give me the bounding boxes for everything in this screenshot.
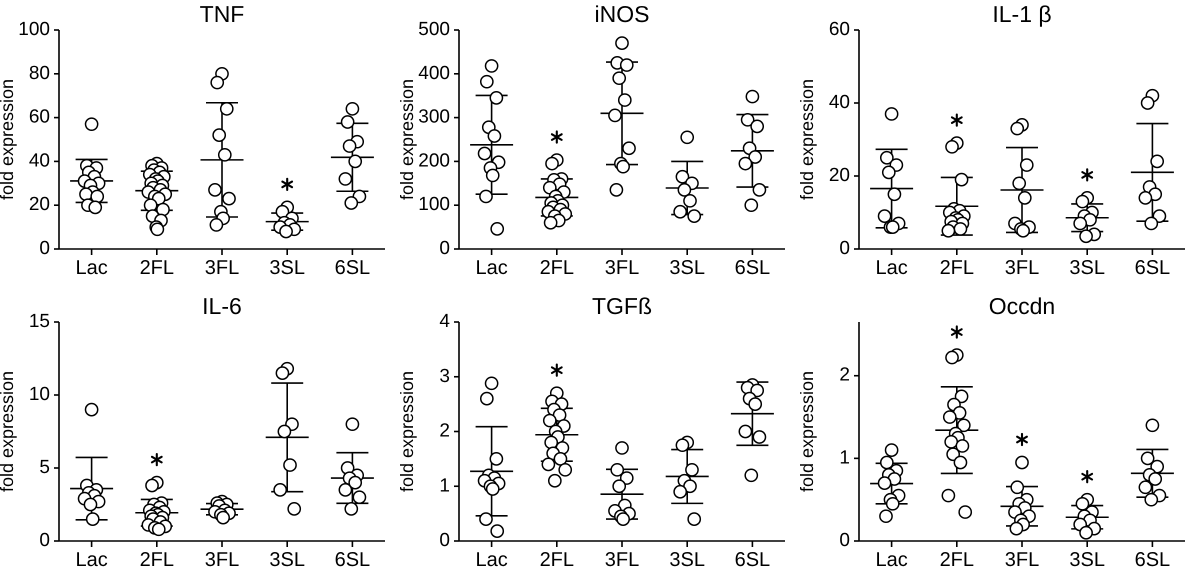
svg-text:3SL: 3SL xyxy=(269,257,305,279)
svg-text:TGFß: TGFß xyxy=(592,293,652,319)
svg-text:2FL: 2FL xyxy=(140,257,174,279)
svg-text:Lac: Lac xyxy=(875,549,907,571)
svg-text:200: 200 xyxy=(418,150,450,171)
svg-text:100: 100 xyxy=(418,194,450,215)
svg-text:6SL: 6SL xyxy=(735,257,771,279)
svg-text:Lac: Lac xyxy=(475,257,507,279)
svg-text:100: 100 xyxy=(18,19,50,40)
svg-text:2FL: 2FL xyxy=(940,257,974,279)
svg-text:3FL: 3FL xyxy=(1005,549,1039,571)
svg-text:fold expression: fold expression xyxy=(0,370,17,491)
svg-text:3SL: 3SL xyxy=(669,257,705,279)
svg-text:6SL: 6SL xyxy=(735,549,771,571)
svg-text:20: 20 xyxy=(29,194,50,215)
svg-text:3: 3 xyxy=(439,365,450,386)
svg-text:0: 0 xyxy=(439,530,450,551)
svg-text:80: 80 xyxy=(29,63,50,84)
svg-text:0: 0 xyxy=(839,530,850,551)
svg-text:IL-6: IL-6 xyxy=(202,293,242,319)
svg-text:0: 0 xyxy=(39,238,50,259)
svg-text:1: 1 xyxy=(839,447,850,468)
svg-text:40: 40 xyxy=(829,92,850,113)
svg-text:6SL: 6SL xyxy=(1135,257,1171,279)
svg-text:Lac: Lac xyxy=(75,549,107,571)
svg-text:fold expression: fold expression xyxy=(400,370,417,491)
svg-text:3SL: 3SL xyxy=(669,549,705,571)
svg-text:3FL: 3FL xyxy=(605,257,639,279)
svg-text:3FL: 3FL xyxy=(205,549,239,571)
svg-text:3SL: 3SL xyxy=(1069,257,1105,279)
svg-text:Lac: Lac xyxy=(875,257,907,279)
svg-text:2FL: 2FL xyxy=(540,549,574,571)
svg-text:2FL: 2FL xyxy=(540,257,574,279)
svg-text:60: 60 xyxy=(829,19,850,40)
svg-text:2: 2 xyxy=(439,420,450,441)
svg-text:Lac: Lac xyxy=(475,549,507,571)
svg-text:10: 10 xyxy=(29,384,50,405)
svg-text:40: 40 xyxy=(29,150,50,171)
svg-text:fold expression: fold expression xyxy=(800,79,817,200)
svg-text:1: 1 xyxy=(439,475,450,496)
svg-text:0: 0 xyxy=(439,238,450,259)
svg-text:fold expression: fold expression xyxy=(400,79,417,200)
svg-text:TNF: TNF xyxy=(200,1,245,27)
svg-text:0: 0 xyxy=(839,238,850,259)
svg-text:300: 300 xyxy=(418,107,450,128)
svg-text:3FL: 3FL xyxy=(1005,257,1039,279)
svg-text:500: 500 xyxy=(418,19,450,40)
svg-text:3SL: 3SL xyxy=(1069,549,1105,571)
svg-text:fold expression: fold expression xyxy=(800,370,817,491)
svg-text:60: 60 xyxy=(29,107,50,128)
svg-text:6SL: 6SL xyxy=(335,549,371,571)
svg-text:400: 400 xyxy=(418,63,450,84)
svg-text:2FL: 2FL xyxy=(140,549,174,571)
svg-text:5: 5 xyxy=(39,457,50,478)
svg-text:3SL: 3SL xyxy=(269,549,305,571)
svg-text:0: 0 xyxy=(39,530,50,551)
svg-text:fold expression: fold expression xyxy=(0,79,17,200)
svg-text:20: 20 xyxy=(829,165,850,186)
svg-text:15: 15 xyxy=(29,311,50,332)
svg-text:Lac: Lac xyxy=(75,257,107,279)
svg-text:Occdn: Occdn xyxy=(989,293,1055,319)
svg-text:3FL: 3FL xyxy=(605,549,639,571)
svg-text:6SL: 6SL xyxy=(1135,549,1171,571)
svg-text:6SL: 6SL xyxy=(335,257,371,279)
svg-text:2FL: 2FL xyxy=(940,549,974,571)
svg-text:iNOS: iNOS xyxy=(595,1,650,27)
svg-text:4: 4 xyxy=(439,311,450,332)
svg-text:IL-1 β: IL-1 β xyxy=(992,1,1051,27)
svg-text:2: 2 xyxy=(839,364,850,385)
svg-text:3FL: 3FL xyxy=(205,257,239,279)
